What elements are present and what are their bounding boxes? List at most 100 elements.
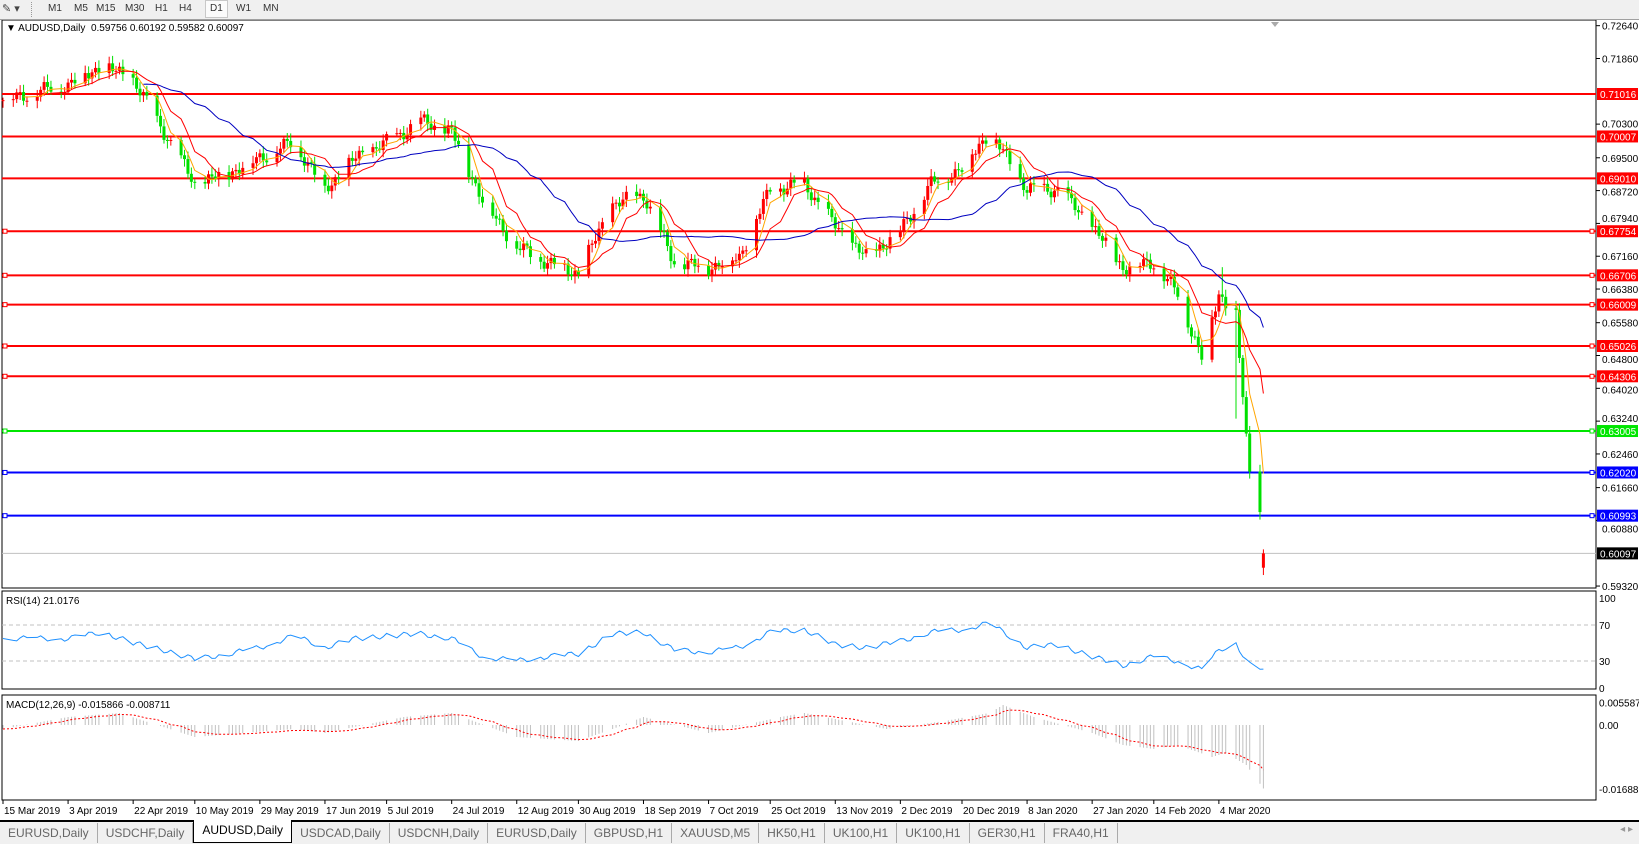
date-tick-label: 8 Jan 2020: [1028, 806, 1078, 817]
timeframe-m1[interactable]: M1: [48, 3, 62, 14]
tab-ger30-h1[interactable]: GER30,H1: [970, 823, 1045, 843]
bullish-candle: [1152, 268, 1156, 270]
bearish-candle: [936, 181, 940, 183]
collapse-triangle-icon[interactable]: ▼: [6, 23, 16, 34]
bullish-candle: [802, 178, 806, 183]
bearish-candle: [1025, 190, 1029, 193]
bearish-candle: [474, 178, 478, 184]
level-price-label: 0.69010: [1600, 174, 1637, 185]
bullish-candle: [114, 70, 118, 72]
bullish-candle: [594, 240, 598, 244]
bullish-candle: [1094, 226, 1098, 228]
bullish-candle: [1118, 261, 1122, 263]
level-price-label: 0.65026: [1600, 342, 1637, 353]
chart-window[interactable]: 0.72640 0.71860 0.70300 0.69500 0.68720 0.679…: [0, 20, 1639, 820]
price-tick-label: 0.64020: [1602, 385, 1639, 396]
price-tick-label: 0.63240: [1602, 414, 1639, 425]
macd-tick-label: -0.016887: [1599, 785, 1639, 796]
crosshair-pointer-icon[interactable]: ✎ ▾: [2, 3, 20, 15]
price-tick-label: 0.71860: [1602, 54, 1639, 65]
bearish-candle: [539, 257, 543, 262]
bearish-candle: [1070, 193, 1074, 199]
macd-tick-label: 0.005587: [1599, 699, 1639, 710]
tab-audusd-daily[interactable]: AUDUSD,Daily: [193, 820, 293, 843]
tab-fra40-h1[interactable]: FRA40,H1: [1045, 823, 1118, 843]
timeframe-m15[interactable]: M15: [96, 3, 116, 14]
bearish-candle: [350, 157, 354, 161]
bearish-candle: [1008, 150, 1012, 165]
bullish-candle: [912, 213, 916, 222]
bullish-candle: [333, 177, 337, 186]
bearish-candle: [669, 246, 673, 262]
bullish-candle: [731, 260, 735, 267]
bearish-candle: [768, 189, 772, 192]
bullish-candle: [1001, 149, 1005, 151]
bullish-candle: [330, 185, 334, 192]
bullish-candle: [686, 260, 690, 270]
macd-tick-label: 0.00: [1599, 721, 1619, 732]
bullish-candle: [42, 82, 46, 90]
level-price-badge: [1597, 88, 1638, 100]
level-price-badge: [1597, 339, 1638, 352]
bearish-candle: [946, 181, 950, 183]
tab-uk100-h1[interactable]: UK100,H1: [897, 823, 970, 843]
bullish-candle: [1029, 183, 1032, 193]
bearish-candle: [237, 169, 241, 175]
timeframe-w1[interactable]: W1: [236, 3, 251, 14]
price-tick-label: 0.67940: [1602, 214, 1639, 225]
bullish-candle: [398, 132, 402, 134]
bearish-candle: [374, 147, 378, 149]
bearish-candle: [494, 215, 498, 219]
bearish-candle: [1220, 294, 1224, 297]
tab-gbpusd-h1[interactable]: GBPUSD,H1: [586, 823, 673, 843]
price-tick-label: 0.59320: [1602, 582, 1639, 593]
bullish-candle: [758, 213, 762, 219]
bullish-candle: [446, 125, 450, 134]
bearish-candle: [782, 188, 786, 195]
bullish-candle: [217, 172, 221, 180]
level-handle-icon: [2, 373, 8, 379]
toolbar-grip[interactable]: [31, 2, 34, 17]
price-tick-label: 0.69500: [1602, 154, 1639, 165]
bullish-candle: [929, 176, 933, 186]
bearish-candle: [121, 66, 125, 75]
timeframe-h4[interactable]: H4: [179, 3, 192, 14]
tab-usdcnh-daily[interactable]: USDCNH,Daily: [390, 823, 489, 843]
level-handle-icon: [2, 343, 8, 349]
rsi-label: RSI(14) 21.0176: [6, 596, 80, 607]
timeframe-h1[interactable]: H1: [155, 3, 168, 14]
tab-uk100-h1[interactable]: UK100,H1: [825, 823, 898, 843]
timeframe-d1[interactable]: D1: [205, 0, 228, 18]
tab-eurusd-daily[interactable]: EURUSD,Daily: [488, 823, 586, 843]
bearish-candle: [481, 196, 484, 203]
bullish-candle: [83, 73, 87, 84]
bearish-candle: [683, 264, 687, 270]
timeframe-mn[interactable]: MN: [263, 3, 279, 14]
tab-xauusd-m5[interactable]: XAUUSD,M5: [672, 823, 760, 843]
current-price-badge: [1597, 547, 1638, 560]
tab-usdcad-daily[interactable]: USDCAD,Daily: [292, 823, 390, 843]
bearish-candle: [210, 174, 214, 177]
bullish-candle: [546, 263, 550, 269]
bullish-candle: [385, 134, 389, 141]
bullish-candle: [573, 270, 577, 276]
bullish-candle: [419, 117, 423, 125]
tab-scroll-arrows[interactable]: ◂ ▸: [1620, 824, 1633, 835]
bearish-candle: [659, 206, 663, 231]
bearish-candle: [470, 176, 474, 179]
bearish-candle: [881, 244, 885, 249]
date-tick-label: 20 Dec 2019: [963, 806, 1020, 817]
bearish-candle: [498, 218, 502, 220]
tab-hk50-h1[interactable]: HK50,H1: [759, 823, 825, 843]
timeframe-m30[interactable]: M30: [125, 3, 145, 14]
tab-usdchf-daily[interactable]: USDCHF,Daily: [98, 823, 194, 843]
price-tick-label: 0.67160: [1602, 252, 1639, 263]
bullish-candle: [648, 206, 652, 209]
bearish-candle: [850, 229, 854, 243]
bearish-candle: [1049, 191, 1053, 198]
bearish-candle: [453, 127, 457, 141]
timeframe-m5[interactable]: M5: [74, 3, 88, 14]
bullish-candle: [66, 82, 70, 93]
bearish-candle: [854, 242, 858, 244]
tab-eurusd-daily[interactable]: EURUSD,Daily: [0, 823, 98, 843]
